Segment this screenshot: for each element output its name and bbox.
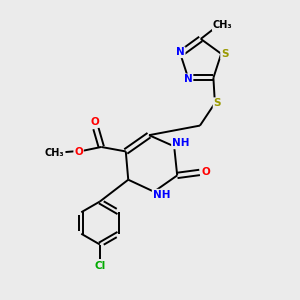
Text: O: O: [74, 147, 83, 157]
Text: O: O: [91, 117, 100, 127]
Text: N: N: [176, 47, 185, 57]
Text: NH: NH: [172, 138, 190, 148]
Text: O: O: [202, 167, 211, 177]
Text: CH₃: CH₃: [44, 148, 64, 158]
Text: NH: NH: [153, 190, 170, 200]
Text: CH₃: CH₃: [213, 20, 232, 31]
Text: Cl: Cl: [94, 261, 106, 271]
Text: S: S: [221, 49, 229, 59]
Text: N: N: [184, 74, 193, 84]
Text: S: S: [214, 98, 221, 108]
